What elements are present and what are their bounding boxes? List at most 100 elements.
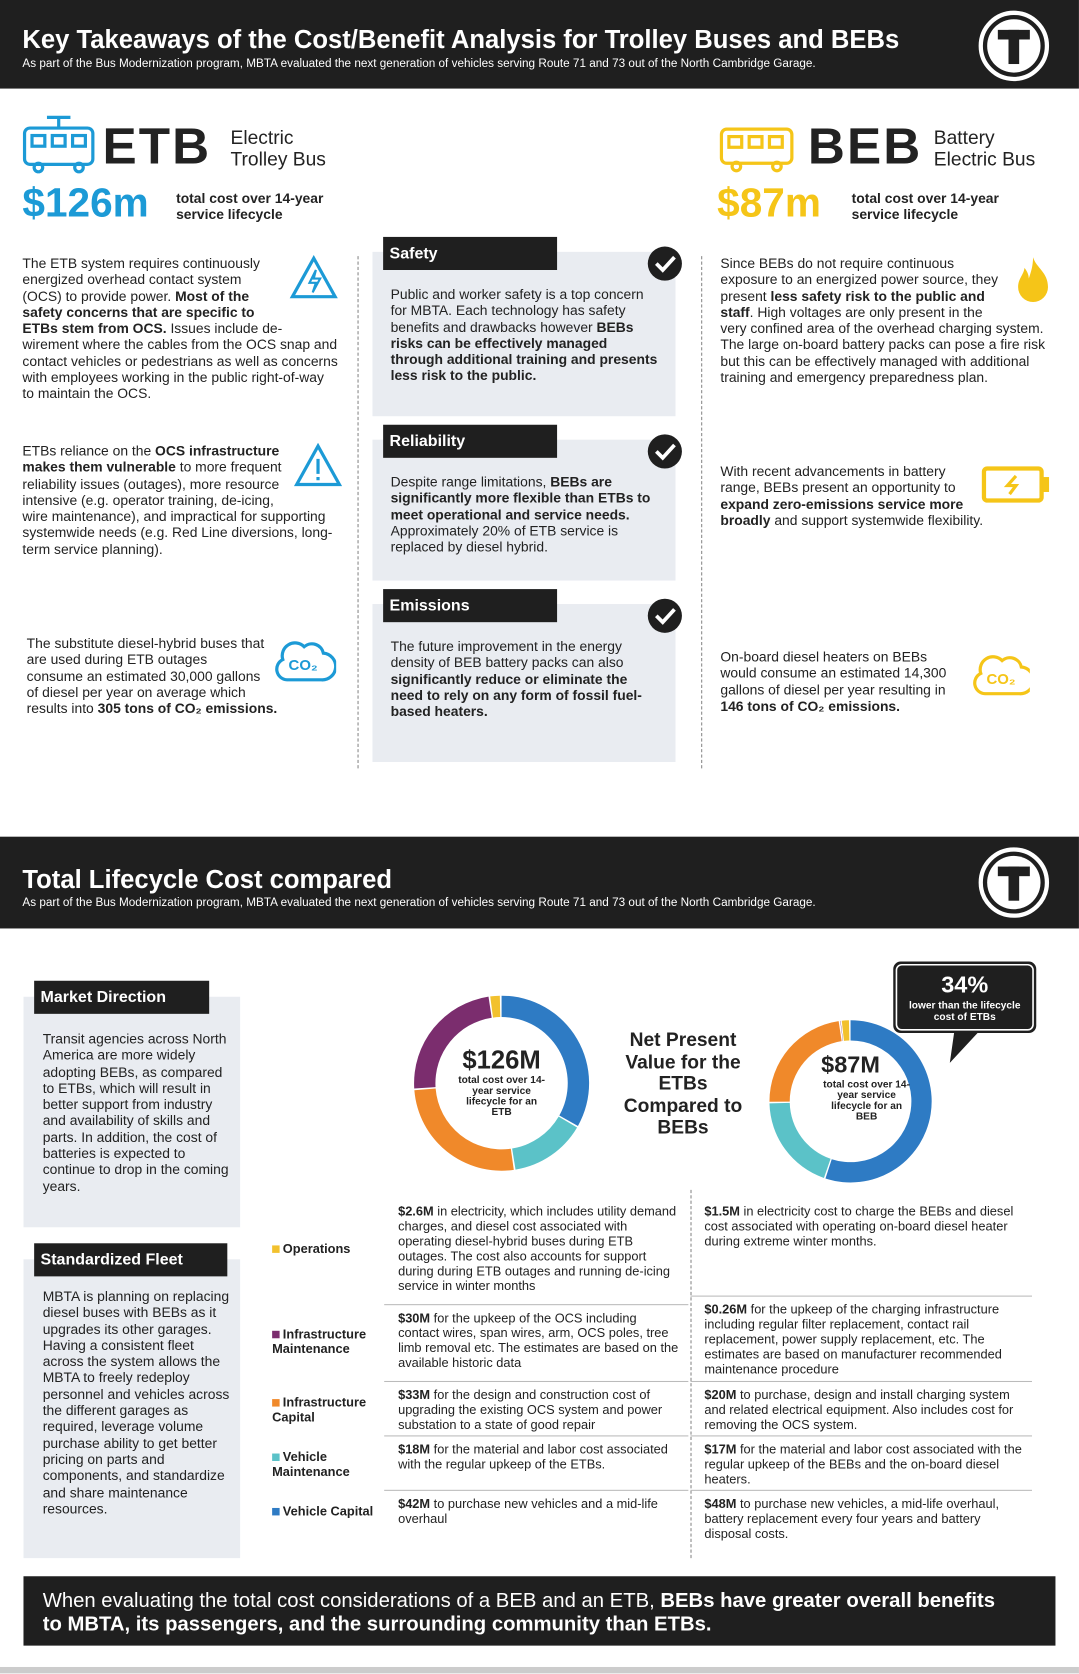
graphic	[70, 133, 87, 148]
bold-run: BEBs are significantly more flexible tha…	[390, 473, 651, 523]
co2-icon: CO₂	[973, 655, 1030, 696]
check-circle	[647, 598, 682, 633]
divider	[357, 256, 359, 769]
bold-run: less safety risk to the public and staff	[720, 287, 985, 321]
description: for the design and construction cost of …	[398, 1387, 663, 1433]
text-run: Since BEBs do not require continuous exp…	[720, 255, 999, 304]
co2-icon: CO₂	[275, 641, 337, 682]
text-run: The substitute diesel-hybrid buses that …	[26, 634, 265, 717]
description: to purchase new vehicles, a mid-life ove…	[704, 1496, 1000, 1542]
callout-bubble	[893, 961, 1037, 1063]
beb-total: $87M	[821, 1051, 880, 1078]
etb-point: CO₂ The substitute diesel-hybrid buses th…	[26, 634, 337, 717]
co2-label: CO₂	[289, 657, 318, 674]
topic-box	[372, 604, 676, 762]
etb-cost-text: $18M for the material and labor cost ass…	[398, 1442, 681, 1472]
bold-run: significantly reduce or eliminate the ne…	[390, 670, 642, 720]
callout-value: 34%	[941, 971, 989, 998]
description: to purchase, design and install charging…	[704, 1387, 1014, 1433]
bold-run: 305 tons of CO₂ emissions.	[97, 700, 278, 717]
graphic	[30, 133, 47, 148]
donut-charts	[414, 995, 932, 1183]
divider	[701, 256, 703, 769]
row-separator	[384, 1489, 689, 1491]
text-run: With recent advancements in battery rang…	[720, 463, 956, 496]
graphic	[1008, 866, 1020, 901]
graphic	[22, 126, 95, 166]
description: for the material and labor cost associat…	[704, 1441, 1022, 1487]
divider	[690, 1189, 692, 1559]
graphic	[973, 655, 1030, 696]
graphic	[771, 160, 783, 173]
category-label: Infrastructure Maintenance	[272, 1326, 367, 1357]
beb-cost-text: $20M to purchase, design and install cha…	[704, 1387, 1024, 1432]
graphic	[50, 133, 67, 148]
topic-text: Public and worker safety is a top concer…	[391, 286, 658, 384]
amount: $18M	[398, 1441, 431, 1457]
text-run: Despite range limitations,	[390, 473, 551, 490]
check-circle	[647, 434, 682, 469]
category-label: Vehicle Maintenance	[272, 1449, 350, 1480]
text-run: Approximately 20% of ETB service is repl…	[390, 522, 619, 556]
graphic: ETBs reliance on the OCS infrastructure …	[22, 443, 332, 557]
topic-label: Reliability	[383, 424, 558, 458]
donut-segment	[840, 1020, 844, 1042]
row-separator	[384, 1435, 689, 1437]
donut-segment	[414, 996, 492, 1089]
bold-run: expand zero-emissions service more broad…	[720, 495, 964, 529]
fire-icon	[1018, 257, 1048, 303]
subtitle: As part of the Bus Modernization program…	[22, 896, 816, 910]
category: Infrastructure Maintenance	[272, 1326, 379, 1357]
category-swatch	[272, 1453, 280, 1461]
text-run: The future improvement in the energy den…	[390, 638, 624, 671]
row-separator	[690, 1435, 1032, 1437]
row-separator	[384, 1304, 689, 1306]
graphic	[73, 161, 85, 174]
bold-run: BEBs have greater overall benefits to MB…	[42, 1590, 996, 1637]
text-run: Public and worker safety is a top concer…	[390, 286, 644, 335]
description: to purchase new vehicles and a mid-life …	[398, 1496, 658, 1527]
etb-point: ETBs reliance on the OCS infrastructure …	[22, 442, 343, 557]
description: for the material and labor cost associat…	[398, 1441, 668, 1472]
bold-run: 146 tons of CO₂ emissions.	[720, 697, 900, 714]
sidebar-label: Market Direction	[34, 980, 210, 1014]
conclusion: When evaluating the total cost considera…	[43, 1590, 1003, 1637]
graphic	[289, 255, 338, 299]
etb-cost: $126m	[22, 181, 149, 227]
graphic	[719, 127, 794, 173]
graphic	[1003, 474, 1020, 496]
donut-segment	[769, 1021, 842, 1102]
etb-cost-text: $42M to purchase new vehicles and a mid-…	[398, 1496, 681, 1526]
description: for the upkeep of the charging infrastru…	[704, 1301, 1002, 1377]
check-mark	[655, 443, 676, 461]
etb-cost-text: $33M for the design and construction cos…	[398, 1387, 681, 1432]
graphic	[275, 641, 337, 682]
graphic	[893, 961, 1037, 1063]
donut-segment	[501, 995, 590, 1126]
amount: $33M	[398, 1387, 431, 1403]
check-icon	[647, 598, 682, 633]
header: Total Lifecycle Cost compared As part of…	[0, 836, 1079, 929]
row-separator	[384, 1380, 689, 1383]
beb-name: Battery Electric Bus	[933, 126, 1036, 170]
description: for the upkeep of the OCS including cont…	[398, 1310, 679, 1371]
graphic: The ETB system requires continuously ene…	[22, 255, 337, 402]
category-swatch	[272, 1245, 280, 1253]
beb-cost: $87m	[717, 181, 821, 227]
beb-abbr: BEB	[807, 118, 923, 176]
etb-point: The ETB system requires continuously ene…	[22, 255, 338, 402]
hazard-icon	[289, 255, 338, 299]
beb-cost-text: $0.26M for the upkeep of the charging in…	[704, 1302, 1024, 1377]
donut-segment	[825, 1020, 932, 1183]
callout-note: lower than the lifecycle cost of ETBs	[908, 999, 1021, 1024]
category-label: Operations	[282, 1241, 351, 1257]
title: Key Takeaways of the Cost/Benefit Analys…	[22, 25, 900, 55]
beb-cost-note: total cost over 14-year service lifecycl…	[851, 189, 999, 222]
graphic	[32, 161, 45, 174]
amount: $30M	[398, 1310, 431, 1326]
text-run: and support systemwide flexibility.	[770, 512, 984, 529]
beb-cost-text: $48M to purchase new vehicles, a mid-lif…	[704, 1496, 1024, 1541]
runs: Public and worker safety is a top concer…	[391, 286, 658, 384]
